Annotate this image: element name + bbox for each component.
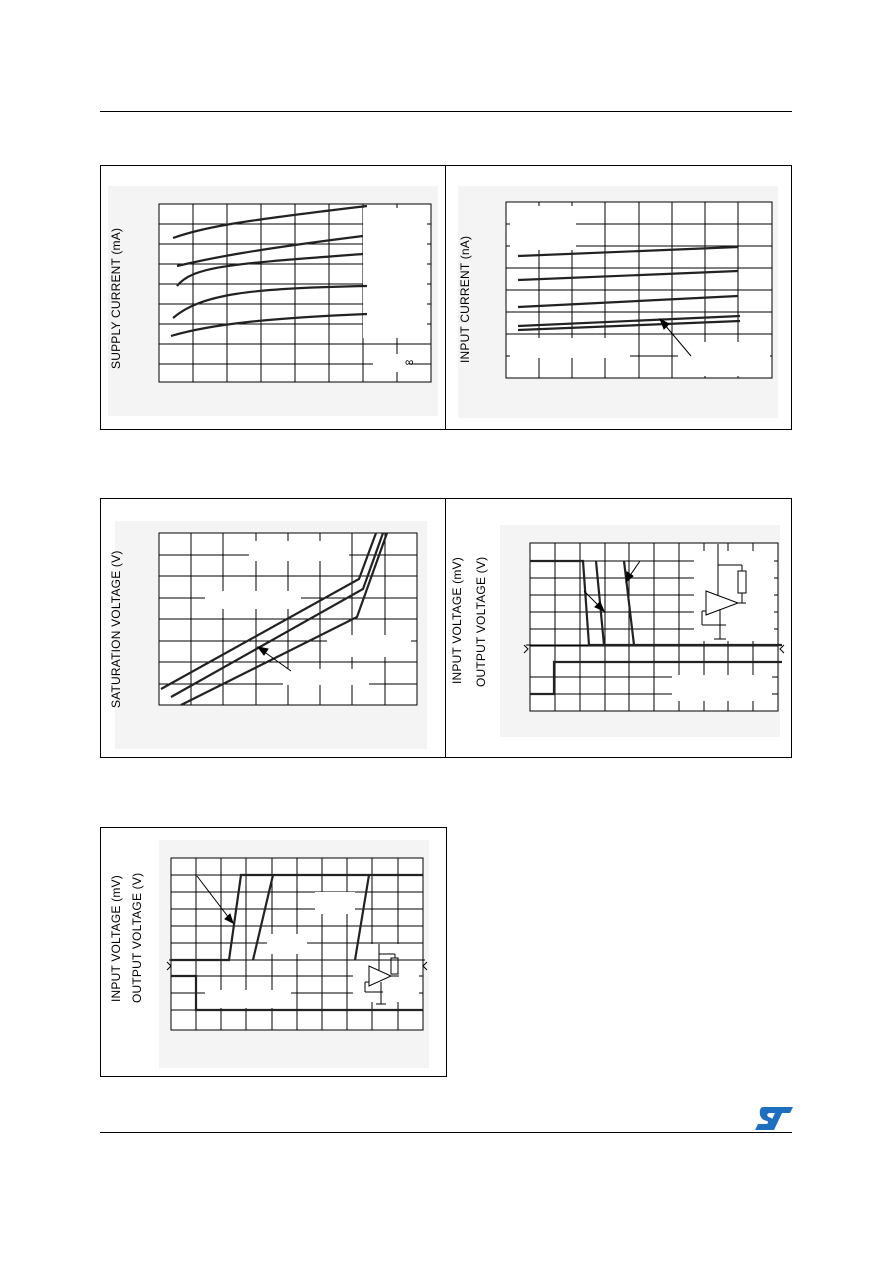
chart-panel-input-current: INPUT CURRENT (nA) xyxy=(445,165,792,430)
supply-current-ylabel: SUPPLY CURRENT (mA) xyxy=(109,227,123,369)
input-current-chart xyxy=(458,186,778,418)
header-rule xyxy=(100,111,792,112)
footer-rule xyxy=(100,1132,792,1133)
response-time-2-chart xyxy=(159,840,429,1068)
infinity-annotation: ∞ xyxy=(405,355,414,369)
response-time-2-ylabel-output: OUTPUT VOLTAGE (V) xyxy=(130,872,144,1003)
saturation-voltage-chart xyxy=(115,521,427,749)
response-time-2-ylabel-input: INPUT VOLTAGE (mV) xyxy=(109,875,123,1002)
input-current-ylabel: INPUT CURRENT (nA) xyxy=(458,235,472,363)
saturation-voltage-ylabel: SATURATION VOLTAGE (V) xyxy=(109,550,123,708)
chart-panel-saturation-voltage: SATURATION VOLTAGE (V) xyxy=(100,498,447,758)
chart-panel-supply-current: SUPPLY CURRENT (mA) ∞ xyxy=(100,165,447,430)
response-time-1-ylabel-input: INPUT VOLTAGE (mV) xyxy=(450,557,464,684)
supply-current-chart xyxy=(108,186,438,416)
st-logo-icon xyxy=(755,1107,793,1130)
chart-panel-response-time-2: INPUT VOLTAGE (mV) OUTPUT VOLTAGE (V) xyxy=(100,827,447,1077)
response-time-1-ylabel-output: OUTPUT VOLTAGE (V) xyxy=(474,556,488,687)
response-time-1-chart xyxy=(500,525,785,737)
chart-panel-response-time-1: INPUT VOLTAGE (mV) OUTPUT VOLTAGE (V) xyxy=(445,498,792,758)
